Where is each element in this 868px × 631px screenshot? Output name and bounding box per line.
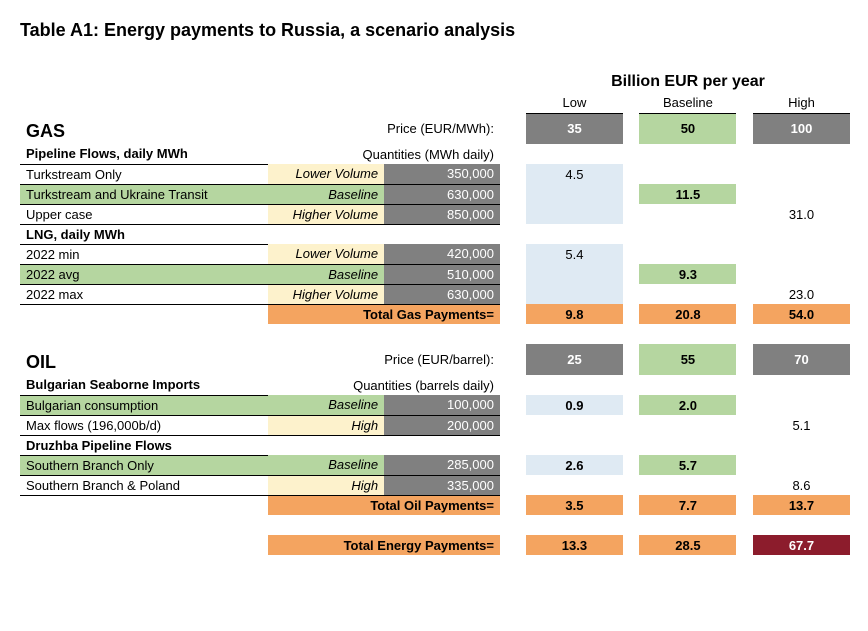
row-qty: 335,000 bbox=[384, 475, 500, 495]
row-label: Upper case bbox=[20, 204, 268, 224]
val-high bbox=[753, 395, 850, 415]
val-high: 8.6 bbox=[753, 475, 850, 495]
subheading: LNG, daily MWh bbox=[20, 224, 268, 244]
val-high bbox=[753, 184, 850, 204]
total-baseline: 28.5 bbox=[639, 535, 736, 555]
qty-label: Quantities (barrels daily) bbox=[268, 375, 500, 395]
val-low bbox=[526, 415, 623, 435]
row-label: 2022 avg bbox=[20, 264, 268, 284]
total-baseline: 20.8 bbox=[639, 304, 736, 324]
row-label: Turkstream Only bbox=[20, 164, 268, 184]
col-low: Low bbox=[526, 93, 623, 113]
val-low bbox=[526, 264, 623, 284]
row-label: Turkstream and Ukraine Transit bbox=[20, 184, 268, 204]
row-qty: 630,000 bbox=[384, 184, 500, 204]
val-high: 5.1 bbox=[753, 415, 850, 435]
row-scenario: Baseline bbox=[268, 395, 384, 415]
subheading: Druzhba Pipeline Flows bbox=[20, 435, 268, 455]
energy-table: Billion EUR per yearLowBaselineHighGASPr… bbox=[20, 71, 850, 555]
val-baseline bbox=[639, 244, 736, 264]
super-heading: Billion EUR per year bbox=[526, 71, 850, 93]
page-title: Table A1: Energy payments to Russia, a s… bbox=[20, 20, 850, 41]
total-label: Total Energy Payments= bbox=[268, 535, 500, 555]
subheading: Pipeline Flows, daily MWh bbox=[20, 144, 268, 164]
total-low: 13.3 bbox=[526, 535, 623, 555]
section-oil: OIL bbox=[20, 344, 268, 375]
price-baseline: 50 bbox=[639, 113, 736, 144]
val-low: 4.5 bbox=[526, 164, 623, 184]
val-baseline: 11.5 bbox=[639, 184, 736, 204]
val-high bbox=[753, 244, 850, 264]
total-low: 9.8 bbox=[526, 304, 623, 324]
val-low bbox=[526, 284, 623, 304]
row-qty: 630,000 bbox=[384, 284, 500, 304]
total-baseline: 7.7 bbox=[639, 495, 736, 515]
total-label: Total Gas Payments= bbox=[268, 304, 500, 324]
val-low bbox=[526, 184, 623, 204]
val-low bbox=[526, 204, 623, 224]
price-low: 25 bbox=[526, 344, 623, 375]
row-qty: 510,000 bbox=[384, 264, 500, 284]
val-low bbox=[526, 475, 623, 495]
row-qty: 285,000 bbox=[384, 455, 500, 475]
row-scenario: Higher Volume bbox=[268, 204, 384, 224]
row-scenario: Baseline bbox=[268, 264, 384, 284]
val-baseline: 5.7 bbox=[639, 455, 736, 475]
col-baseline: Baseline bbox=[639, 93, 736, 113]
price-label: Price (EUR/barrel): bbox=[268, 344, 500, 375]
val-high bbox=[753, 264, 850, 284]
val-low: 0.9 bbox=[526, 395, 623, 415]
row-label: Max flows (196,000b/d) bbox=[20, 415, 268, 435]
row-scenario: Lower Volume bbox=[268, 164, 384, 184]
total-high: 67.7 bbox=[753, 535, 850, 555]
val-baseline bbox=[639, 415, 736, 435]
val-baseline: 2.0 bbox=[639, 395, 736, 415]
total-low: 3.5 bbox=[526, 495, 623, 515]
row-qty: 200,000 bbox=[384, 415, 500, 435]
qty-label: Quantities (MWh daily) bbox=[268, 144, 500, 164]
val-baseline bbox=[639, 475, 736, 495]
price-low: 35 bbox=[526, 113, 623, 144]
row-qty: 420,000 bbox=[384, 244, 500, 264]
row-scenario: Higher Volume bbox=[268, 284, 384, 304]
val-high bbox=[753, 455, 850, 475]
val-high: 23.0 bbox=[753, 284, 850, 304]
row-qty: 100,000 bbox=[384, 395, 500, 415]
val-baseline bbox=[639, 284, 736, 304]
price-high: 100 bbox=[753, 113, 850, 144]
price-high: 70 bbox=[753, 344, 850, 375]
val-high bbox=[753, 164, 850, 184]
row-label: Bulgarian consumption bbox=[20, 395, 268, 415]
total-label: Total Oil Payments= bbox=[268, 495, 500, 515]
price-label: Price (EUR/MWh): bbox=[268, 113, 500, 144]
row-label: 2022 min bbox=[20, 244, 268, 264]
row-scenario: Baseline bbox=[268, 455, 384, 475]
row-label: Southern Branch Only bbox=[20, 455, 268, 475]
row-label: Southern Branch & Poland bbox=[20, 475, 268, 495]
row-scenario: High bbox=[268, 475, 384, 495]
row-qty: 850,000 bbox=[384, 204, 500, 224]
row-qty: 350,000 bbox=[384, 164, 500, 184]
val-baseline bbox=[639, 164, 736, 184]
price-baseline: 55 bbox=[639, 344, 736, 375]
row-label: 2022 max bbox=[20, 284, 268, 304]
subheading: Bulgarian Seaborne Imports bbox=[20, 375, 268, 395]
val-baseline bbox=[639, 204, 736, 224]
row-scenario: Baseline bbox=[268, 184, 384, 204]
section-gas: GAS bbox=[20, 113, 268, 144]
total-high: 13.7 bbox=[753, 495, 850, 515]
col-high: High bbox=[753, 93, 850, 113]
total-high: 54.0 bbox=[753, 304, 850, 324]
row-scenario: Lower Volume bbox=[268, 244, 384, 264]
val-high: 31.0 bbox=[753, 204, 850, 224]
val-baseline: 9.3 bbox=[639, 264, 736, 284]
val-low: 5.4 bbox=[526, 244, 623, 264]
val-low: 2.6 bbox=[526, 455, 623, 475]
row-scenario: High bbox=[268, 415, 384, 435]
